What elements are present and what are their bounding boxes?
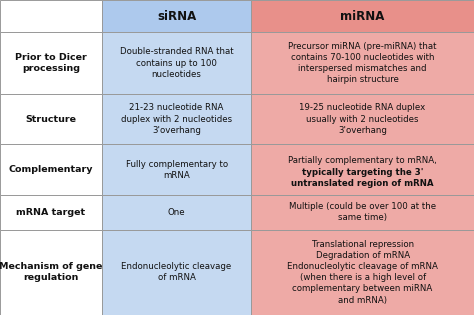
Text: typically targeting the 3'
untranslated region of mRNA: typically targeting the 3' untranslated … xyxy=(292,168,434,188)
Bar xyxy=(0,230,102,315)
Bar xyxy=(0,94,102,144)
Text: Structure: Structure xyxy=(26,115,76,123)
Text: 19-25 nucleotide RNA duplex
usually with 2 nucleotides
3'overhang: 19-25 nucleotide RNA duplex usually with… xyxy=(300,103,426,135)
Bar xyxy=(102,0,251,32)
Bar xyxy=(102,32,251,94)
Text: miRNA: miRNA xyxy=(340,10,385,23)
Text: mRNA target: mRNA target xyxy=(17,208,85,217)
Bar xyxy=(251,0,474,32)
Bar xyxy=(102,94,251,144)
Text: Double-stranded RNA that
contains up to 100
nucleotides: Double-stranded RNA that contains up to … xyxy=(120,47,233,79)
Bar xyxy=(251,32,474,94)
Bar xyxy=(251,94,474,144)
Text: One: One xyxy=(168,208,185,217)
Text: Prior to Dicer
processing: Prior to Dicer processing xyxy=(15,53,87,73)
Text: Partially complementary to mRNA,: Partially complementary to mRNA, xyxy=(288,156,437,165)
Text: Precursor miRNA (pre-miRNA) that
contains 70-100 nucleotides with
interspersed m: Precursor miRNA (pre-miRNA) that contain… xyxy=(288,42,437,84)
Bar xyxy=(251,144,474,195)
Bar xyxy=(0,32,102,94)
Text: Translational repression
Degradation of mRNA
Endonucleolytic cleavage of mRNA
(w: Translational repression Degradation of … xyxy=(287,240,438,305)
Bar xyxy=(0,195,102,230)
Bar xyxy=(251,195,474,230)
Text: Complementary: Complementary xyxy=(9,165,93,174)
Text: Fully complementary to
mRNA: Fully complementary to mRNA xyxy=(126,159,228,180)
Text: 21-23 nucleotide RNA
duplex with 2 nucleotides
3'overhang: 21-23 nucleotide RNA duplex with 2 nucle… xyxy=(121,103,232,135)
Bar xyxy=(0,144,102,195)
Text: Endonucleolytic cleavage
of mRNA: Endonucleolytic cleavage of mRNA xyxy=(121,262,232,282)
Bar xyxy=(102,195,251,230)
Bar xyxy=(102,144,251,195)
Bar xyxy=(251,230,474,315)
Text: Multiple (could be over 100 at the
same time): Multiple (could be over 100 at the same … xyxy=(289,202,436,222)
Text: Mechanism of gene
regulation: Mechanism of gene regulation xyxy=(0,262,103,282)
Bar xyxy=(0,0,102,32)
Bar xyxy=(102,230,251,315)
Text: siRNA: siRNA xyxy=(157,10,196,23)
